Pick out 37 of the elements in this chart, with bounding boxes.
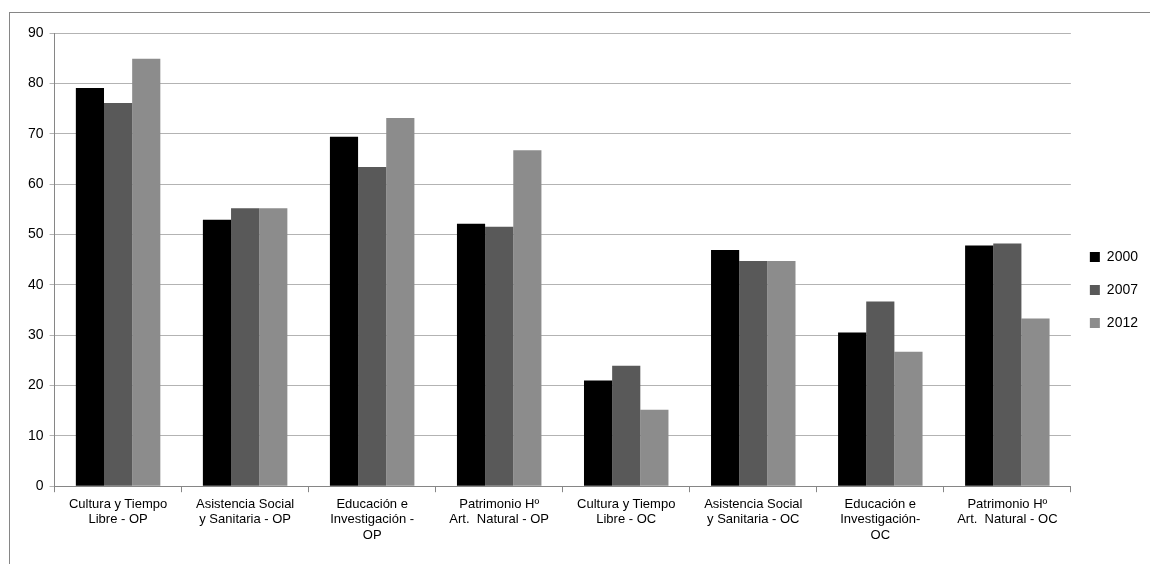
bar — [965, 245, 994, 486]
y-tick-label: 70 — [27, 124, 44, 141]
y-tick-label: 0 — [35, 477, 44, 494]
bar — [612, 365, 641, 486]
legend-label: 2007 — [1106, 280, 1139, 297]
bar — [456, 223, 486, 486]
bar — [202, 219, 232, 486]
bar — [583, 380, 613, 486]
bar — [231, 208, 260, 486]
x-tick-label: Educación e Investigación- OC — [840, 495, 921, 542]
bar — [358, 166, 387, 486]
bar — [485, 226, 514, 486]
y-tick-label: 60 — [27, 174, 44, 191]
x-tick-label: Asistencia Social y Sanitaria - OP — [195, 495, 295, 527]
x-tick-label: Patrimonio Hº Art. Natural - OP — [449, 495, 550, 527]
y-tick-label: 80 — [27, 74, 44, 91]
y-tick-label: 10 — [27, 426, 44, 443]
y-tick-label: 20 — [27, 376, 44, 393]
x-tick-label: Asistencia Social y Sanitaria - OC — [704, 495, 803, 527]
legend-label: 2000 — [1106, 247, 1139, 264]
y-tick-label: 90 — [27, 23, 44, 40]
bar — [739, 261, 768, 486]
x-tick-label: Patrimonio Hº Art. Natural - OC — [957, 495, 1058, 527]
bar — [329, 136, 359, 486]
y-tick-label: 30 — [27, 325, 44, 342]
bar — [104, 102, 133, 486]
bar — [866, 301, 895, 486]
x-tick-label: Cultura y Tiempo Libre - OC — [577, 495, 676, 527]
bar — [993, 243, 1022, 486]
legend-label: 2012 — [1106, 313, 1139, 330]
bar — [711, 250, 740, 486]
x-tick-label: Cultura y Tiempo Libre - OP — [68, 495, 168, 527]
y-tick-label: 40 — [27, 275, 44, 292]
y-tick-label: 50 — [27, 225, 44, 242]
x-tick-label: Educación e Investigación - OP — [330, 495, 415, 542]
bar — [838, 332, 867, 486]
bar — [75, 87, 105, 486]
